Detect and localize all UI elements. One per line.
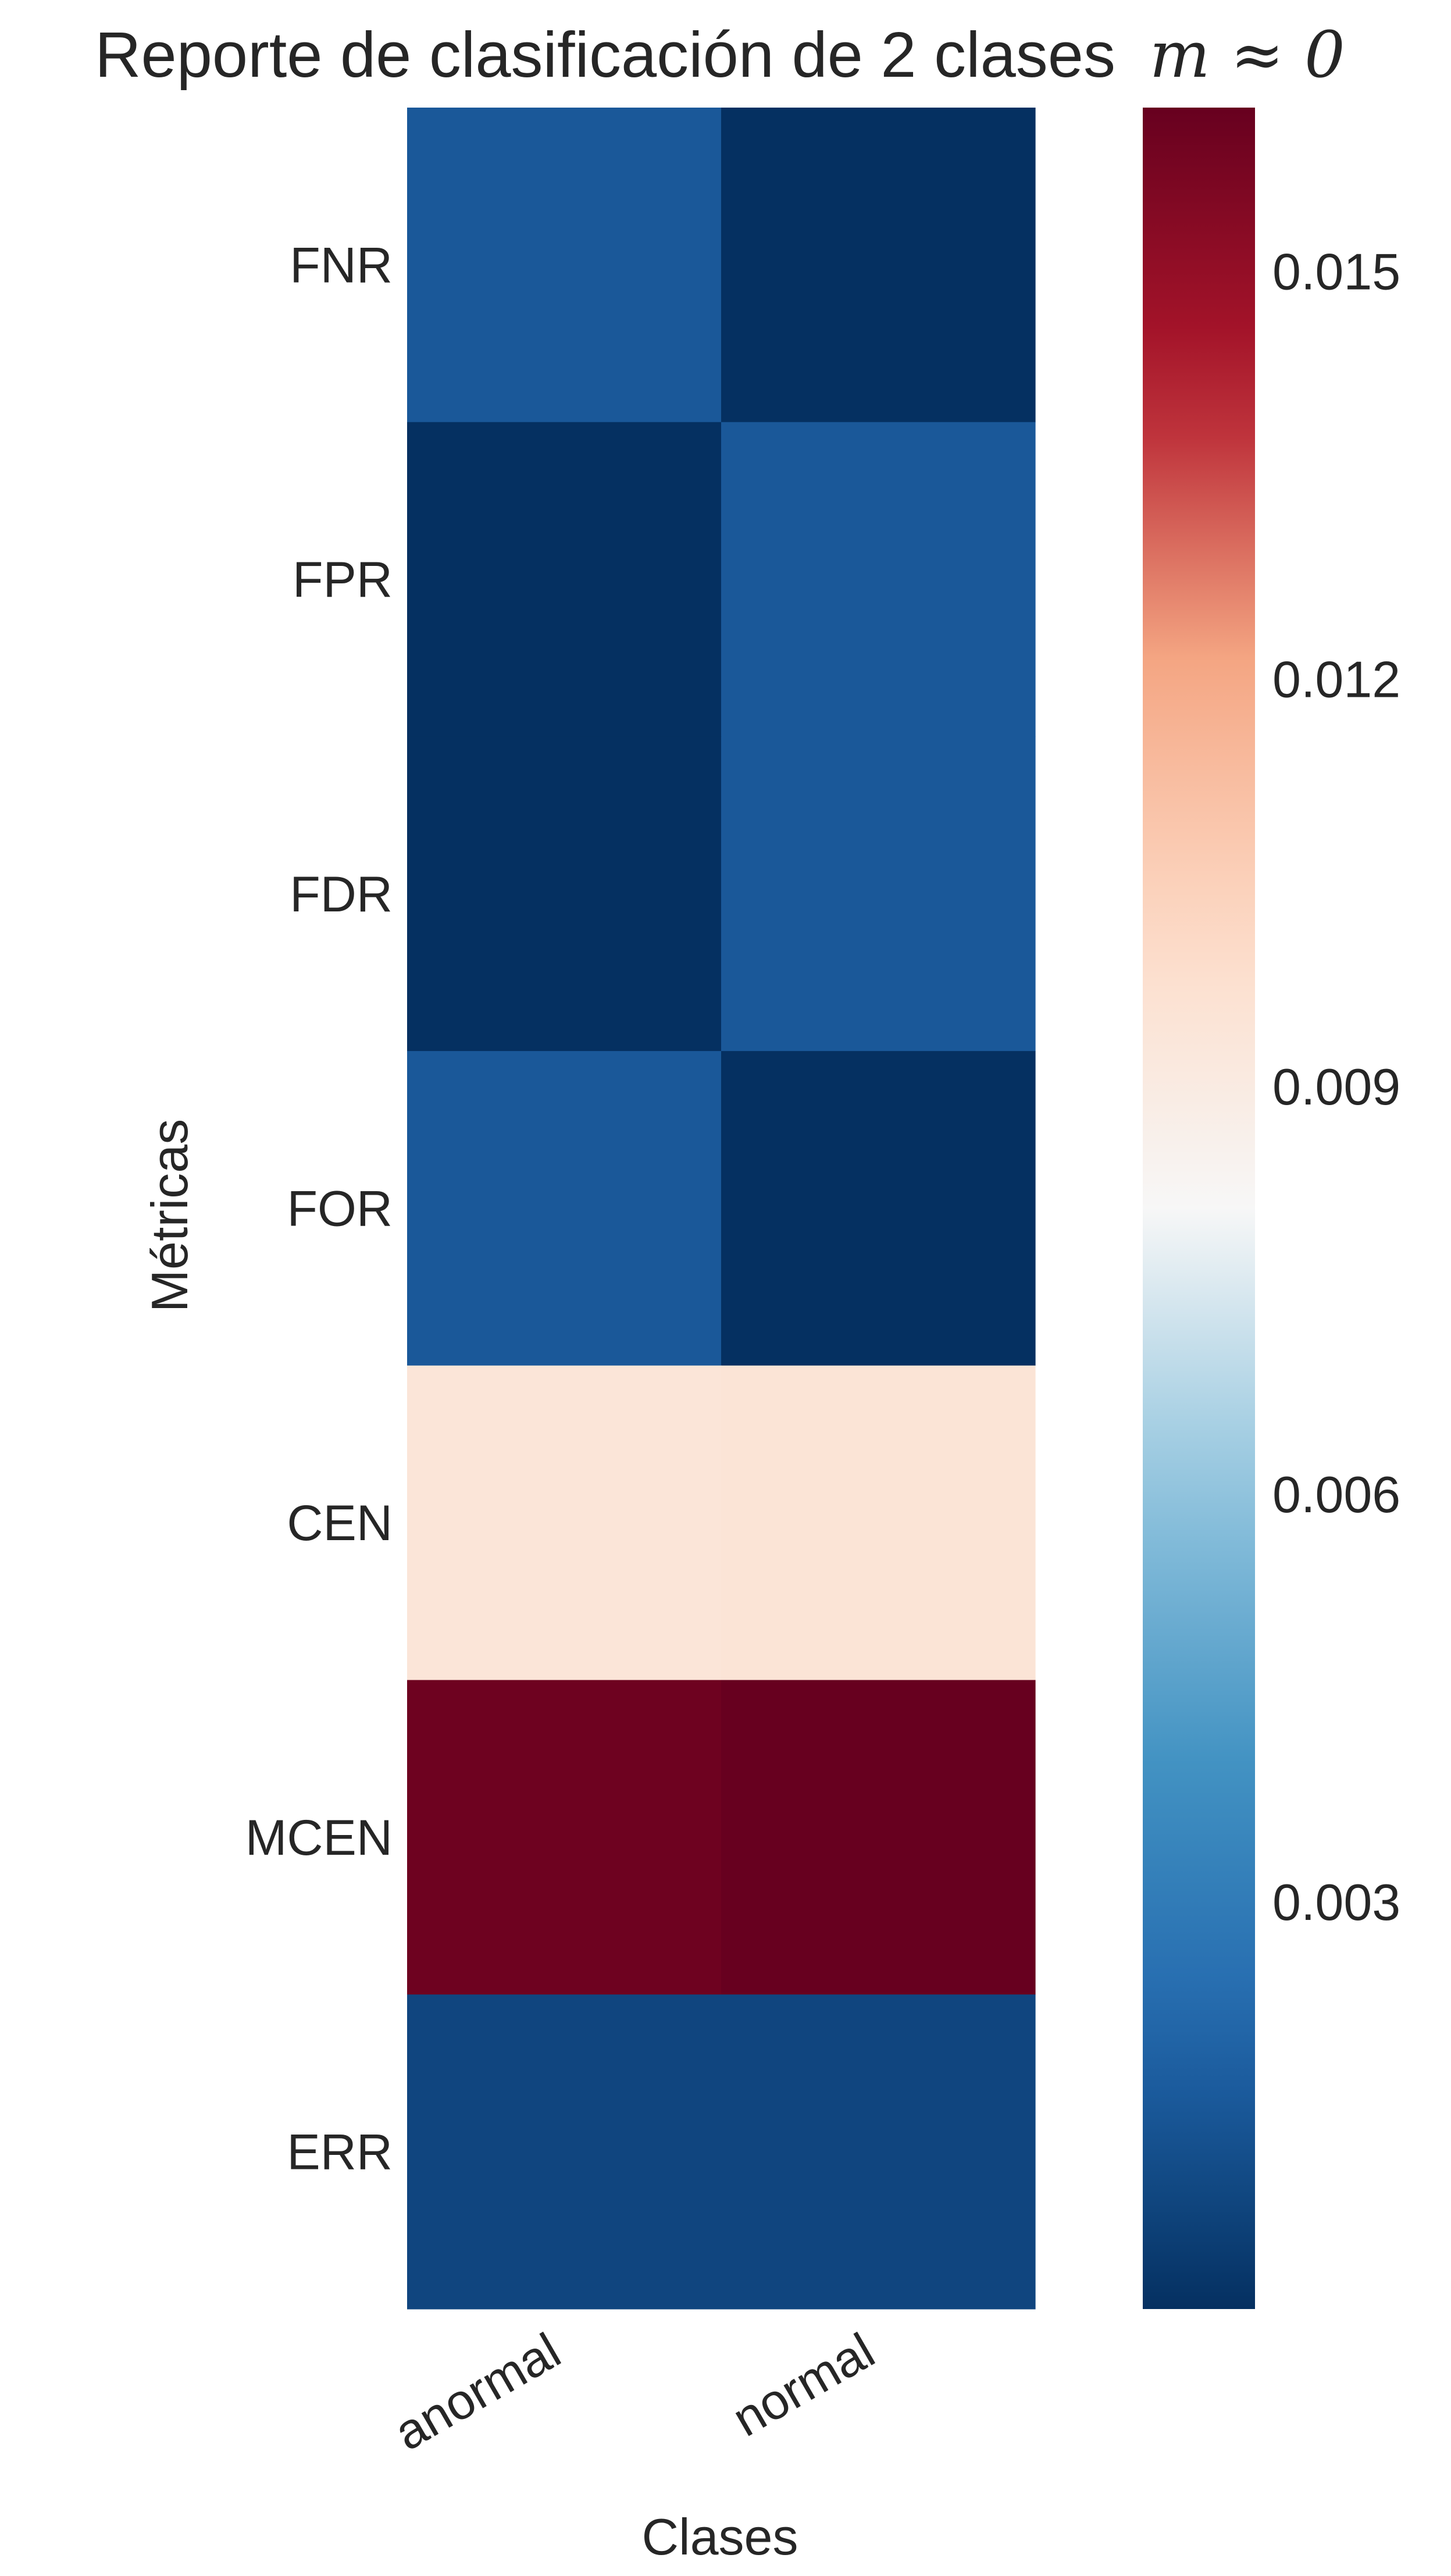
x-tick-labels: anormal normal [385, 2322, 883, 2461]
colorbar-tick-label: 0.003 [1272, 1873, 1400, 1931]
y-tick-label: MCEN [245, 1810, 393, 1866]
x-tick-label: normal [723, 2322, 884, 2447]
heatmap-cell [407, 736, 722, 1052]
colorbar-tick-label: 0.012 [1272, 650, 1400, 708]
heatmap-cell [407, 1994, 722, 2310]
y-tick-label: FOR [287, 1181, 393, 1237]
x-tick-label: anormal [385, 2322, 569, 2461]
x-axis-label: Clases [642, 2508, 798, 2566]
heatmap-cell [407, 1051, 722, 1366]
y-tick-labels: FNR FPR FDR FOR CEN MCEN ERR [245, 237, 393, 2180]
heatmap-cell [721, 1365, 1036, 1681]
y-tick-label: FPR [293, 552, 393, 608]
colorbar-ticks: 0.003 0.006 0.009 0.012 0.015 [1272, 243, 1400, 1931]
heatmap-cell [407, 108, 722, 423]
y-tick-label: CEN [287, 1495, 393, 1551]
heatmap-cell [407, 1365, 722, 1681]
colorbar [1143, 108, 1255, 2309]
y-tick-label: FNR [290, 237, 393, 293]
heatmap-cell [721, 1994, 1036, 2310]
y-tick-label: ERR [287, 2125, 393, 2180]
heatmap-cell [721, 422, 1036, 737]
y-tick-label: FDR [290, 867, 393, 922]
heatmap-cell [721, 736, 1036, 1052]
heatmap-cell [721, 1051, 1036, 1366]
heatmap-cell [721, 1680, 1036, 1995]
chart-title-text: Reporte de clasificación de 2 clases [95, 19, 1115, 91]
heatmap-cell [407, 1680, 722, 1995]
heatmap-cells [407, 108, 1036, 2310]
colorbar-tick-label: 0.009 [1272, 1058, 1400, 1116]
chart-title: Reporte de clasificación de 2 clases m ≈… [95, 17, 1345, 92]
colorbar-tick-label: 0.015 [1272, 243, 1400, 300]
y-axis-label: Métricas [141, 1119, 198, 1313]
colorbar-tick-label: 0.006 [1272, 1466, 1400, 1523]
chart-title-math: m ≈ 0 [1150, 17, 1345, 92]
heatmap-cell [721, 108, 1036, 423]
heatmap-cell [407, 422, 722, 737]
